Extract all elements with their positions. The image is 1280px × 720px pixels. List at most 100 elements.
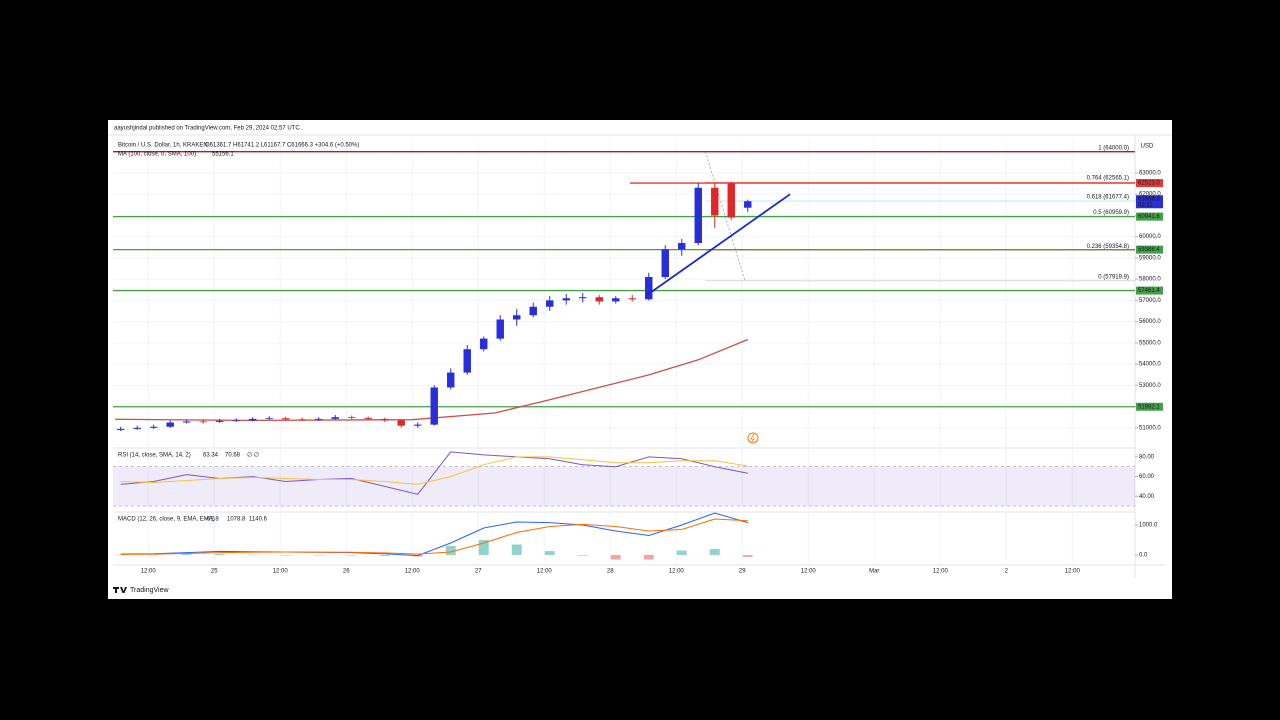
y-tick-label: 55000.0 <box>1139 340 1161 346</box>
candle-body <box>348 417 356 418</box>
candle-body <box>744 201 752 208</box>
histogram-bar <box>544 551 555 556</box>
alert-icon-bolt <box>750 433 755 443</box>
y-tick-label: 56000.0 <box>1139 319 1161 325</box>
candle-body <box>149 426 158 428</box>
y-tick-label: 62000.0 <box>1139 192 1161 198</box>
x-tick-label: 12:00 <box>405 569 421 575</box>
y-tick-label: 40.00 <box>1139 494 1155 500</box>
level-tag-label: 60941.6 <box>1138 214 1160 220</box>
y-tick-label: 80.00 <box>1139 454 1155 460</box>
candle-body <box>315 418 323 420</box>
indicator-title: RSI (14, close, SMA, 14, 2) <box>118 453 191 459</box>
x-tick-label: 2 <box>1005 569 1009 575</box>
candle-body <box>513 315 521 320</box>
x-tick-label: 29 <box>739 569 746 575</box>
candle-body <box>727 183 735 218</box>
y-tick-label: 57000.0 <box>1139 298 1161 304</box>
x-tick-label: 12:00 <box>141 569 157 575</box>
trend-line <box>644 193 791 297</box>
x-tick-label: 25 <box>211 569 218 575</box>
candle-body <box>678 243 686 250</box>
y-tick-label: 58000.0 <box>1139 277 1161 283</box>
indicator-value: 1140.6 <box>249 517 268 523</box>
candle-body <box>133 427 141 429</box>
fib-label: 0.5 (60959.9) <box>1093 210 1129 216</box>
candle-body <box>249 418 257 421</box>
level-tag <box>1136 402 1163 411</box>
candle-body <box>529 306 537 316</box>
y-tick-label: 60.00 <box>1139 474 1155 480</box>
last-price-tag <box>1136 195 1163 209</box>
fib-label: 0.764 (62565.1) <box>1087 176 1129 182</box>
fib-label: 0 (57919.9) <box>1098 274 1129 280</box>
candle-body <box>628 298 636 300</box>
histogram-bar <box>214 553 225 556</box>
candle-body <box>232 420 240 422</box>
y-tick-label: 59000.0 <box>1139 255 1161 261</box>
candle-body <box>116 428 125 430</box>
histogram-bar <box>280 555 291 556</box>
x-tick-label: 28 <box>607 569 614 575</box>
level-tag-label: 57461.4 <box>1138 288 1160 294</box>
countdown-label: 02:11 <box>1138 202 1153 208</box>
level-tag <box>1136 286 1163 295</box>
fib-label: 0.236 (59354.8) <box>1087 244 1129 250</box>
histogram-bar <box>181 554 192 556</box>
x-tick-label: 27 <box>475 569 482 575</box>
candle-body <box>430 387 438 425</box>
x-tick-label: 12:00 <box>801 569 817 575</box>
y-tick-label: 60000.0 <box>1139 234 1161 240</box>
indicator-extra: ∅ ∅ <box>247 452 259 459</box>
x-tick-label: 12:00 <box>933 569 949 575</box>
indicator-value: 70.68 <box>225 453 241 459</box>
ma-legend: MA (100, close, 0, SMA, 100) <box>118 152 196 158</box>
y-tick-label: 54000.0 <box>1139 362 1161 368</box>
y-tick-label: 0.0 <box>1139 553 1148 559</box>
ma-line <box>115 338 749 422</box>
histogram-bar <box>709 549 720 556</box>
candle-body <box>199 421 207 423</box>
candle-body <box>364 417 372 419</box>
ohlc-legend: O61361.7 H61741.2 L61167.7 C61666.3 +304… <box>205 143 359 149</box>
x-tick-label: 12:00 <box>669 569 685 575</box>
candle-body <box>414 424 422 426</box>
histogram-bar <box>379 555 390 556</box>
y-tick-label: 53000.0 <box>1139 383 1161 389</box>
x-tick-label: 26 <box>343 569 350 575</box>
candle-body <box>595 297 603 302</box>
candle-body <box>480 338 488 350</box>
fib-label: 1 (64000.0) <box>1098 145 1129 151</box>
histogram-bar <box>676 550 687 556</box>
candle-body <box>562 298 570 301</box>
alert-icon[interactable] <box>747 432 759 444</box>
indicator-line <box>120 518 748 555</box>
level-tag-label: 51992.1 <box>1138 404 1160 410</box>
level-tag-label: 62523.0 <box>1138 181 1160 187</box>
indicator-line <box>120 512 748 557</box>
histogram-bar <box>511 544 522 556</box>
y-tick-label: 63000.0 <box>1139 171 1161 177</box>
candle-body <box>579 297 587 299</box>
candle-body <box>496 319 504 339</box>
histogram-bar <box>313 555 324 556</box>
candle-body <box>265 418 273 420</box>
level-tag <box>1136 212 1163 221</box>
candle-body <box>546 300 554 307</box>
histogram-bar <box>478 540 489 556</box>
histogram-bar <box>742 555 753 557</box>
brand-logo <box>113 587 127 593</box>
candle-body <box>645 277 653 300</box>
histogram-bar <box>577 555 588 556</box>
candle-body <box>215 420 224 422</box>
candle-body <box>397 420 405 426</box>
histogram-bar <box>346 555 357 556</box>
histogram-bar <box>610 555 621 560</box>
histogram-bar <box>247 554 258 556</box>
histogram-bar <box>148 554 159 556</box>
candle-body <box>612 298 620 302</box>
rsi-band <box>113 466 1135 507</box>
fib-label: 0.618 (61677.4) <box>1087 195 1129 201</box>
